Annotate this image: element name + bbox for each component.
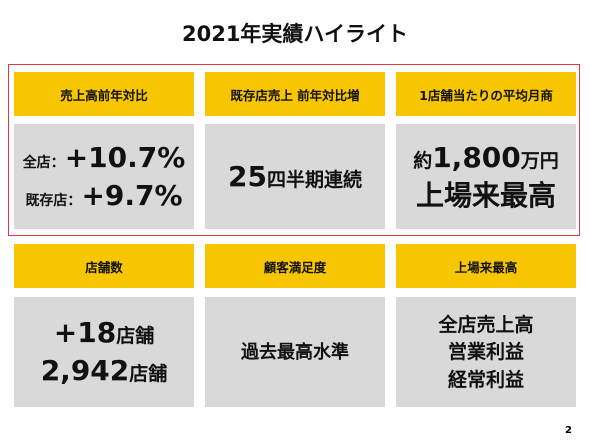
text-line: 上場来最高	[416, 177, 556, 215]
card-body: 25四半期連続	[205, 124, 385, 229]
text-segment: 上場来最高	[415, 178, 556, 212]
text-line: 経常利益	[448, 366, 524, 394]
text-line: 営業利益	[448, 338, 524, 366]
text-segment: 経常利益	[447, 368, 524, 391]
card-header: 顧客満足度	[205, 244, 385, 288]
card-body: 過去最高水準	[205, 297, 385, 407]
text-segment: 営業利益	[447, 341, 524, 364]
text-segment: 万円	[520, 149, 559, 172]
card-header: 店舗数	[14, 244, 194, 288]
text-line: 約1,800万円	[413, 139, 559, 177]
text-segment: 1,800	[432, 140, 521, 174]
card-body: 約1,800万円 上場来最高	[396, 124, 576, 229]
text-segment: 25	[228, 159, 267, 193]
text-segment: +10.7%	[64, 140, 186, 174]
text-line: 過去最高水準	[241, 338, 349, 365]
text-segment: 2,942	[40, 354, 130, 387]
card-body: 全店売上高営業利益経常利益	[396, 297, 576, 407]
card-body: 全店：+10.7% 既存店：+9.7%	[14, 124, 194, 229]
text-line: 全店売上高	[438, 311, 533, 339]
text-segment: 既存店：	[25, 192, 82, 209]
text-line: +18店舗	[54, 314, 154, 352]
card-header: 売上高前年対比	[14, 72, 194, 116]
card-body: +18店舗 2,942店舗	[14, 297, 194, 407]
text-segment: 店舗	[129, 363, 168, 385]
title: 2021年実績ハイライト	[181, 22, 409, 46]
text-segment: 全店売上高	[438, 313, 534, 336]
text-segment: 過去最高水準	[241, 342, 349, 364]
text-segment: 全店：	[22, 154, 65, 171]
text-line: 既存店：+9.7%	[25, 177, 182, 215]
highlight-frame	[8, 64, 580, 236]
text-segment: +18	[53, 316, 117, 350]
card-header: 既存店売上 前年対比増	[205, 72, 385, 116]
text-segment: +9.7%	[81, 178, 183, 212]
text-line: 25四半期連続	[228, 158, 362, 196]
text-line: 2,942店舗	[41, 352, 168, 390]
text-line: 全店：+10.7%	[23, 139, 186, 177]
text-segment: 約	[413, 149, 433, 172]
text-segment: 店舗	[116, 325, 155, 348]
card-header: 上場来最高	[396, 244, 576, 288]
text-segment: 四半期連続	[266, 168, 362, 191]
card-header: 1店舗当たりの平均月商	[396, 72, 576, 116]
page-number: 2	[565, 425, 572, 436]
